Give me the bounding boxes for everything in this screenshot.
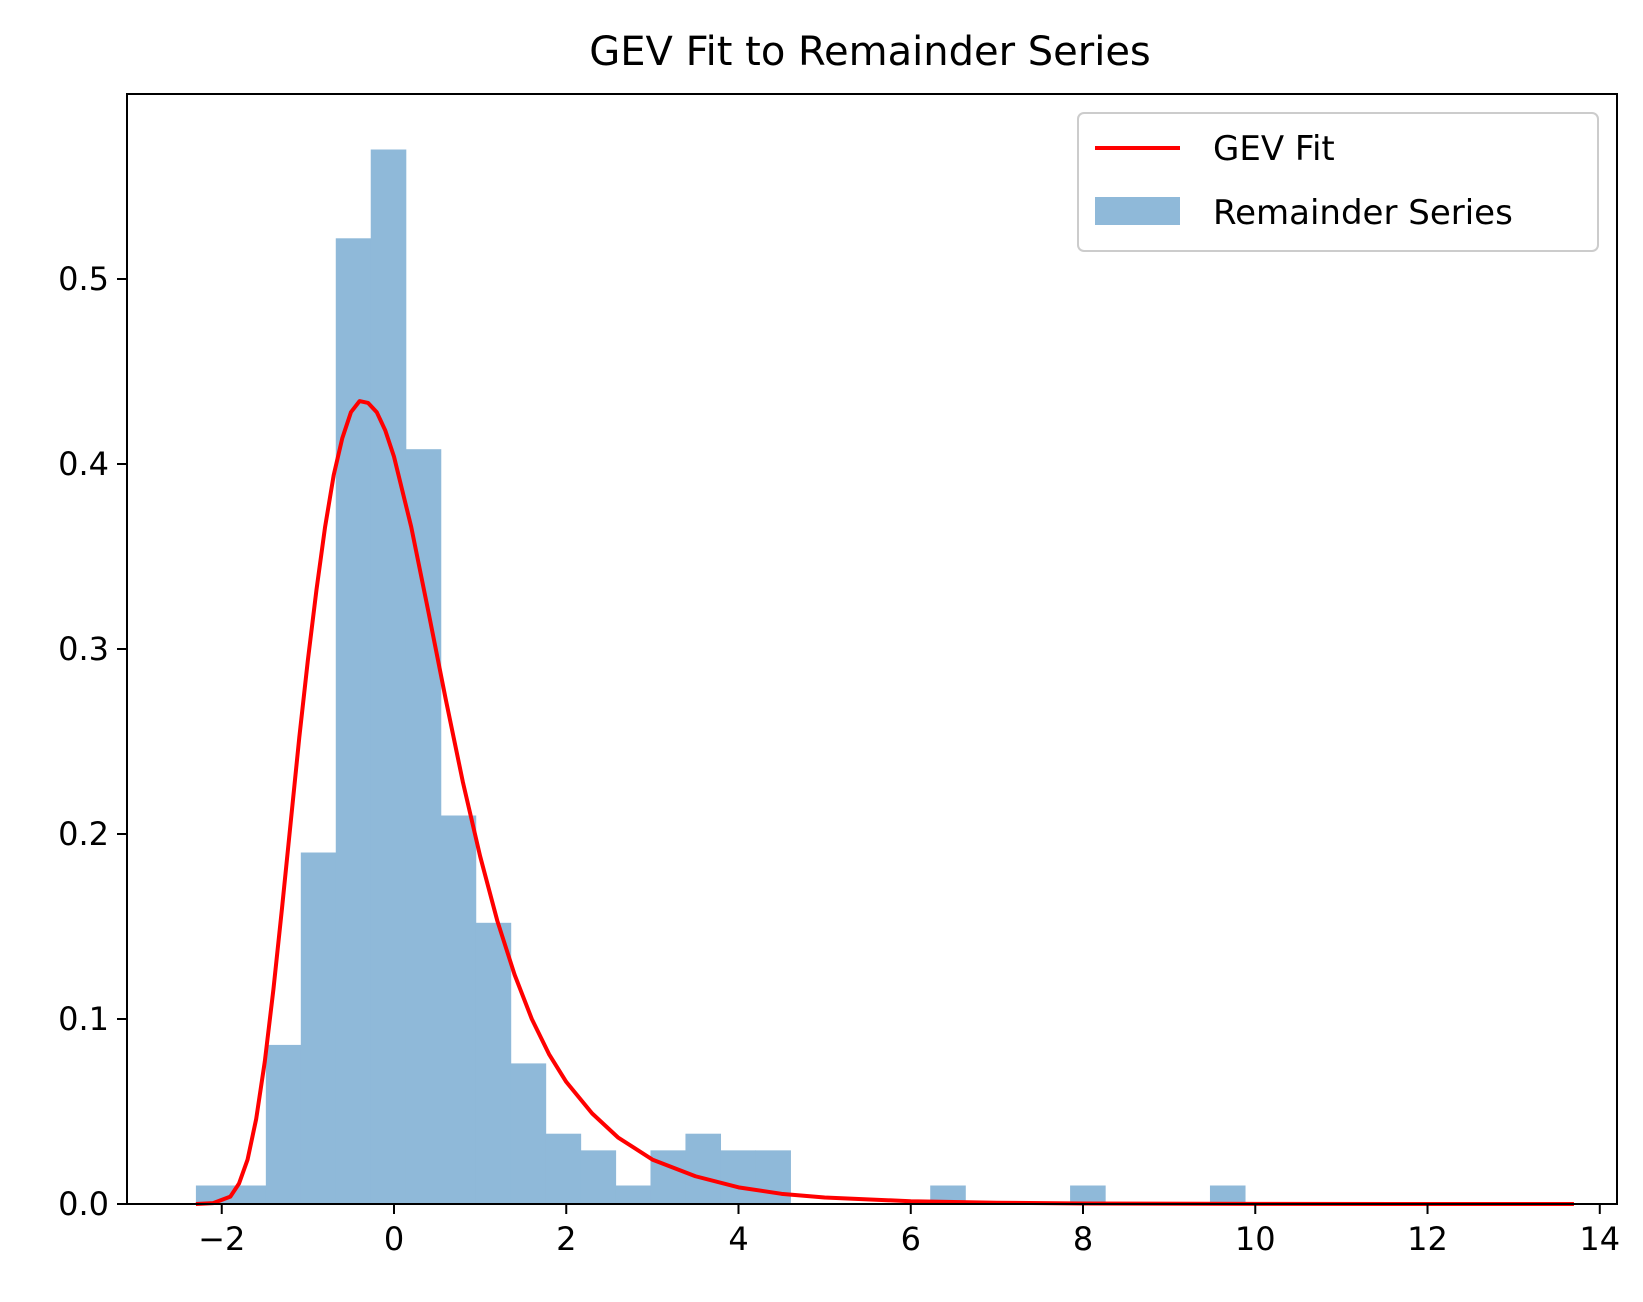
histogram-bar — [370, 149, 407, 1204]
x-tick-label: 2 — [556, 1220, 576, 1258]
histogram-bar — [1209, 1185, 1246, 1204]
y-tick-label: 0.1 — [58, 1000, 109, 1038]
legend-box — [1077, 112, 1599, 252]
legend-remainder-series-label: Remainder Series — [1213, 193, 1513, 233]
histogram-bar — [510, 1063, 547, 1204]
legend-gev-fit-label: GEV Fit — [1213, 129, 1335, 169]
histogram-bar — [300, 852, 337, 1204]
histogram-bar — [265, 1044, 302, 1204]
histogram-bars — [195, 149, 1246, 1205]
histogram-bar — [545, 1133, 582, 1204]
legend-remainder-series-swatch — [1095, 197, 1180, 225]
legend: GEV Fit Remainder Series — [1077, 112, 1599, 252]
gev-fit-line — [195, 399, 1574, 1206]
gev-fit-curve-group — [195, 399, 1574, 1206]
y-tick-label: 0.0 — [58, 1185, 109, 1223]
y-tick-label: 0.5 — [58, 260, 109, 298]
y-tick-label: 0.4 — [58, 445, 109, 483]
histogram-bar — [405, 449, 442, 1204]
x-tick-label: 8 — [1073, 1220, 1093, 1258]
chart-title: GEV Fit to Remainder Series — [589, 29, 1151, 75]
x-tick-label: 4 — [728, 1220, 748, 1258]
x-tick-label: 10 — [1235, 1220, 1276, 1258]
y-tick-label: 0.3 — [58, 630, 109, 668]
x-axis: −2 0 2 4 6 8 10 12 14 — [198, 1204, 1620, 1258]
histogram-bar — [685, 1133, 722, 1204]
y-tick-label: 0.2 — [58, 815, 109, 853]
histogram-bar — [650, 1150, 687, 1204]
histogram-bar — [1070, 1185, 1106, 1204]
histogram-bar — [580, 1150, 617, 1204]
histogram-bar — [440, 815, 477, 1204]
histogram-bar — [335, 238, 372, 1205]
histogram-bar — [615, 1185, 652, 1204]
x-tick-label: 14 — [1579, 1220, 1620, 1258]
x-tick-label: 12 — [1407, 1220, 1448, 1258]
y-axis: 0.0 0.1 0.2 0.3 0.4 0.5 — [58, 260, 127, 1223]
x-tick-label: −2 — [198, 1220, 245, 1258]
x-tick-label: 0 — [384, 1220, 404, 1258]
histogram-bar — [720, 1150, 756, 1204]
x-tick-label: 6 — [901, 1220, 921, 1258]
histogram-bar — [930, 1185, 966, 1204]
histogram-bar — [475, 922, 512, 1204]
histogram-bar — [230, 1185, 267, 1204]
